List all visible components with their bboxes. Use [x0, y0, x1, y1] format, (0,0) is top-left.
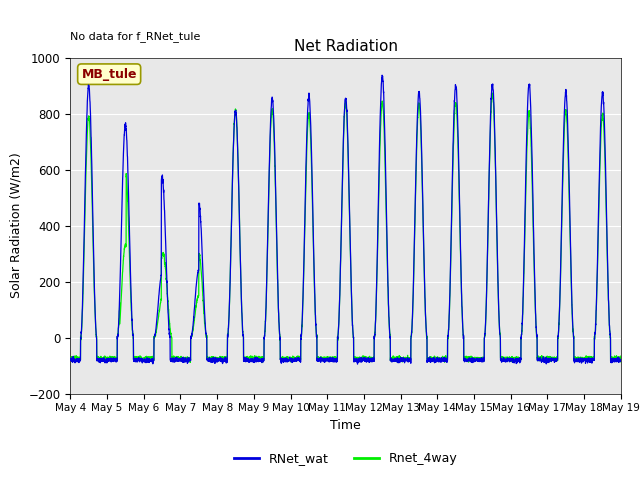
Text: MB_tule: MB_tule	[81, 68, 137, 81]
Y-axis label: Solar Radiation (W/m2): Solar Radiation (W/m2)	[10, 153, 23, 299]
Title: Net Radiation: Net Radiation	[294, 39, 397, 54]
Text: No data for f_RNet_tule: No data for f_RNet_tule	[70, 31, 201, 42]
X-axis label: Time: Time	[330, 419, 361, 432]
Legend: RNet_wat, Rnet_4way: RNet_wat, Rnet_4way	[228, 447, 463, 470]
